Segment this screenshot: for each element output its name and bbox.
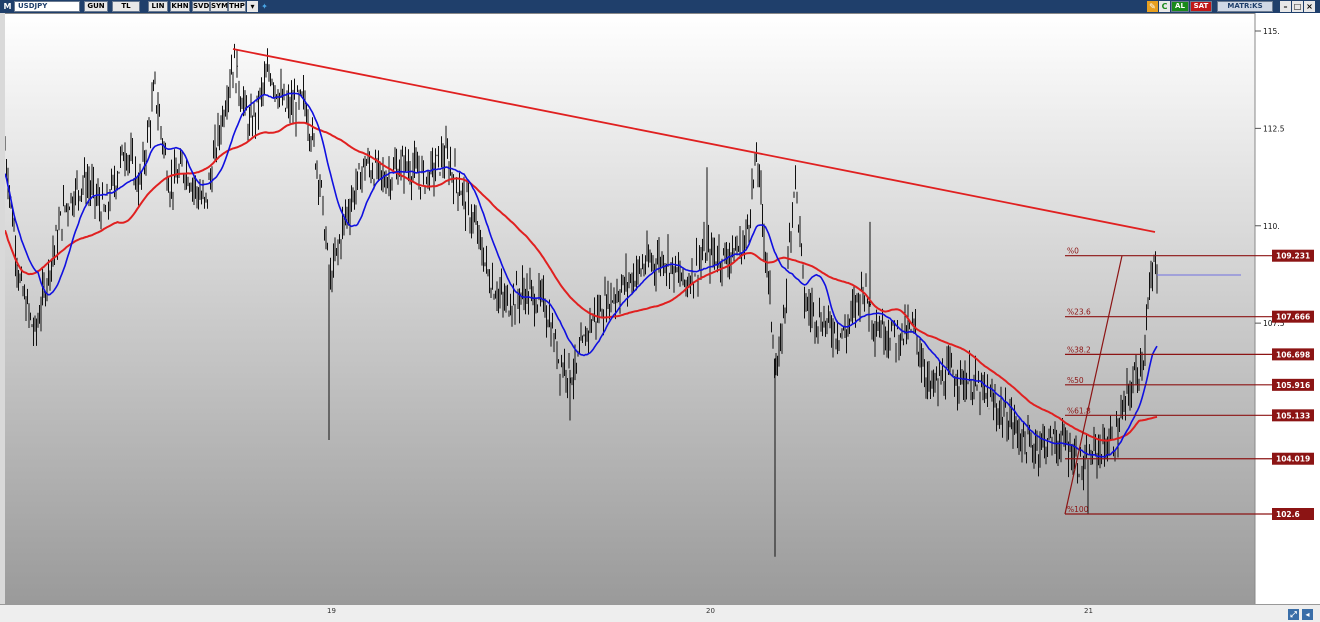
period-day-button[interactable]: GUN [84, 1, 108, 12]
fibonacci-retracement[interactable]: %0 109.231 %23.6 107.666 %38.2 106.698 %50 105.… [1064, 247, 1314, 520]
fib-value-label: 102.6 [1276, 510, 1300, 519]
price-bars [5, 43, 1158, 557]
fib-level-label: %61.8 [1067, 406, 1091, 415]
fib-value-box [1272, 310, 1314, 323]
linear-button[interactable]: LIN [148, 1, 168, 12]
fib-anchor-line[interactable] [1064, 255, 1123, 515]
fib-value-label: 104.019 [1276, 455, 1310, 464]
logo-icon: M [3, 2, 12, 11]
fib-level-label: %23.6 [1067, 308, 1091, 317]
y-tick-label: 115. [1263, 27, 1280, 36]
y-tick-label: 107.5 [1263, 319, 1285, 328]
fast-moving-average-line [5, 92, 1158, 458]
x-tick-label: 20 [706, 607, 715, 615]
plot-area [5, 13, 1255, 604]
fib-value-label: 109.231 [1276, 252, 1310, 261]
fib-value-box [1272, 348, 1314, 361]
symbols-button[interactable]: SYM [210, 1, 229, 12]
price-chart[interactable]: 115. 112.5 110. 107.5 %0 109.231 %23.6 107.666… [5, 13, 1320, 608]
fib-level-label: %50 [1067, 376, 1084, 385]
sell-button[interactable]: SAT [1190, 1, 1212, 12]
symbol-selector[interactable]: USDJPY [14, 1, 80, 12]
refresh-icon[interactable]: C [1159, 1, 1170, 12]
fib-value-box [1272, 249, 1314, 262]
fib-value-box [1272, 378, 1314, 391]
fib-level-label: %38.2 [1067, 345, 1091, 354]
zoom-icon[interactable]: ⤢ [1288, 609, 1299, 620]
close-icon[interactable]: × [1304, 1, 1315, 12]
scroll-icon[interactable]: ◂ [1302, 609, 1313, 620]
fib-value-box [1272, 452, 1314, 465]
fib-level-label: %0 [1067, 247, 1079, 256]
fib-value-box [1272, 409, 1314, 422]
slow-moving-average-line [5, 121, 1158, 442]
x-tick-label: 21 [1084, 607, 1093, 615]
trend-line[interactable] [232, 48, 1156, 233]
minimize-icon[interactable]: – [1280, 1, 1291, 12]
y-tick-label: 112.5 [1263, 124, 1285, 133]
top-toolbar: M USDJPY GUN TL LIN KHN SVD SYM THP ▾ ✦ … [0, 0, 1320, 13]
twitter-icon[interactable]: ✦ [261, 2, 268, 11]
y-axis: 115. 112.5 110. 107.5 [1255, 27, 1285, 328]
y-axis-panel [1255, 13, 1320, 604]
fib-value-label: 107.666 [1276, 313, 1310, 322]
y-tick-label: 110. [1263, 222, 1280, 231]
fib-value-label: 105.916 [1276, 381, 1310, 390]
fib-value-label: 106.698 [1276, 350, 1310, 359]
candle-button[interactable]: KHN [170, 1, 190, 12]
x-tick-label: 19 [327, 607, 336, 615]
price-series [5, 43, 1158, 557]
trendline-button[interactable]: TL [112, 1, 140, 12]
volume-button[interactable]: SVD [192, 1, 210, 12]
dropdown-icon[interactable]: ▾ [247, 1, 258, 12]
maximize-icon[interactable]: □ [1292, 1, 1303, 12]
fib-value-label: 105.133 [1276, 411, 1310, 420]
template-button[interactable]: THP [228, 1, 246, 12]
fib-level-label: %100 [1067, 505, 1089, 514]
time-axis: 19 20 21 ⤢ ◂ [0, 604, 1320, 622]
buy-button[interactable]: AL [1171, 1, 1189, 12]
pencil-icon[interactable]: ✎ [1147, 1, 1158, 12]
fib-value-box [1272, 508, 1314, 520]
matriks-button[interactable]: MATR:KS [1217, 1, 1273, 12]
